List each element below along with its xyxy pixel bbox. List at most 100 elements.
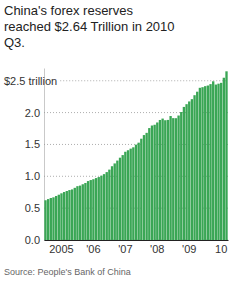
bar (209, 84, 211, 240)
x-tick: '09 (182, 240, 196, 255)
bar (119, 158, 121, 240)
y-tick: $2.5 trillion (4, 75, 57, 87)
title-line: China's forex reserves (4, 3, 133, 18)
bar (71, 189, 73, 240)
bar (164, 120, 166, 240)
bar (63, 192, 65, 240)
bar (87, 181, 89, 240)
y-tick-label: 1.5 (25, 138, 40, 150)
bar (100, 176, 102, 240)
title: China's forex reservesreached $2.64 Tril… (4, 3, 175, 50)
bar (217, 84, 219, 240)
x-tick: 2005 (49, 240, 73, 255)
bar (201, 87, 203, 240)
bar (204, 86, 206, 240)
y-tick: 1.5 (25, 138, 44, 150)
bar (159, 120, 161, 240)
bar (74, 188, 76, 240)
bar (196, 92, 198, 240)
y-tick-label: 1.0 (25, 170, 40, 182)
x-tick: '07 (118, 240, 132, 255)
bar (111, 166, 113, 240)
grid (44, 81, 228, 240)
x-tick: 10 (215, 240, 227, 255)
bar (84, 183, 86, 240)
bar (212, 81, 214, 240)
bar (220, 83, 222, 240)
bar (108, 170, 110, 240)
bar (114, 163, 116, 240)
bar (130, 149, 132, 240)
bar (44, 200, 46, 240)
bar (167, 120, 169, 240)
bar (122, 155, 124, 240)
bar (223, 78, 225, 240)
bar (215, 85, 217, 240)
x-tick-label: '07 (118, 243, 132, 255)
bar (135, 145, 137, 240)
x-tick-label: '08 (150, 243, 164, 255)
bar (116, 161, 118, 240)
bar (68, 190, 70, 240)
bar (137, 143, 139, 240)
bar (199, 88, 201, 240)
x-axis-line (45, 240, 229, 241)
bar (191, 99, 193, 240)
bar (175, 118, 177, 240)
bar (180, 112, 182, 240)
bar (161, 119, 163, 240)
bar (55, 196, 57, 240)
bar (106, 172, 108, 240)
y-tick: 2.0 (25, 107, 44, 119)
x-tick: '06 (86, 240, 100, 255)
x-tick-label: '09 (182, 243, 196, 255)
bar (145, 133, 147, 240)
y-tick: 0.0 (25, 234, 44, 246)
bar (52, 197, 54, 240)
chart: China's forex reservesreached $2.64 Tril… (0, 0, 234, 281)
bar (50, 198, 52, 240)
bar (177, 116, 179, 240)
bar (58, 195, 60, 240)
bar (98, 177, 100, 240)
bar (148, 128, 150, 240)
y-tick-label: 0.5 (25, 202, 40, 214)
bar (153, 125, 155, 240)
bar (132, 147, 134, 240)
title-line: Q3. (4, 35, 25, 50)
bar (151, 126, 153, 240)
y-tick: 1.0 (25, 170, 44, 182)
bar (143, 135, 145, 240)
bar (188, 101, 190, 240)
bar (207, 86, 209, 240)
x-tick-label: '06 (86, 243, 100, 255)
grid-line (60, 80, 228, 81)
source: Source: People's Bank of China (4, 267, 131, 277)
bar (225, 71, 227, 240)
bar (76, 186, 78, 240)
x-tick-label: 10 (215, 243, 227, 255)
bar (60, 193, 62, 240)
bar (82, 184, 84, 240)
x-tick-label: 2005 (49, 243, 73, 255)
bar (79, 186, 81, 240)
x-tick: '08 (150, 240, 164, 255)
bar (127, 150, 129, 240)
bar (92, 179, 94, 240)
bar (47, 199, 49, 240)
y-tick-label: $2.5 trillion (4, 75, 57, 87)
bar (172, 118, 174, 240)
bar (90, 180, 92, 240)
y-tick-label: 2.0 (25, 107, 40, 119)
bars (44, 71, 227, 240)
bar (169, 116, 171, 240)
bar (103, 174, 105, 240)
bar (95, 178, 97, 240)
bar (66, 191, 68, 240)
bar (193, 95, 195, 240)
bar (183, 107, 185, 240)
y-tick-label: 0.0 (25, 234, 40, 246)
bar (156, 122, 158, 240)
bar (124, 152, 126, 240)
y-axis: 0.0 0.5 1.0 1.5 2.0 $2.5 trillion (4, 69, 57, 247)
